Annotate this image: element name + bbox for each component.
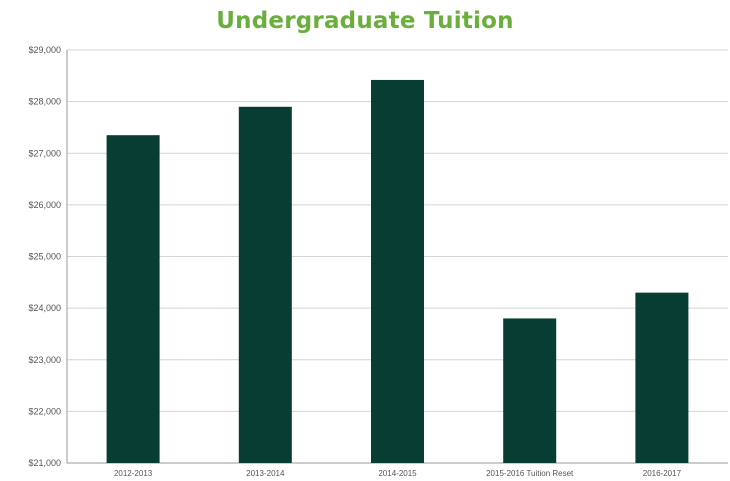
- bar: [238, 106, 292, 463]
- y-axis: $21,000 $22,000 $23,000 $24,000 $25,000 $26,0…: [28, 45, 68, 468]
- bar: [635, 292, 689, 463]
- y-tick-label: $27,000: [28, 148, 61, 158]
- y-tick-label: $24,000: [28, 303, 61, 313]
- x-tick-label: 2012-2013: [114, 469, 153, 478]
- y-tick-label: $28,000: [28, 97, 61, 107]
- x-tick-label: 2014-2015: [378, 469, 417, 478]
- bar: [371, 79, 424, 463]
- y-tick-label: $29,000: [28, 45, 61, 55]
- bar: [106, 135, 160, 463]
- bar: [503, 318, 557, 463]
- y-tick-label: $22,000: [28, 406, 61, 416]
- bars: [106, 79, 689, 463]
- y-tick-label: $21,000: [28, 458, 61, 468]
- x-tick-label: 2016-2017: [643, 469, 682, 478]
- y-tick-label: $25,000: [28, 252, 61, 262]
- chart-title: Undergraduate Tuition: [216, 8, 514, 34]
- y-tick-label: $26,000: [28, 200, 61, 210]
- x-tick-label: 2015-2016 Tuition Reset: [486, 469, 574, 478]
- x-tick-label: 2013-2014: [246, 469, 285, 478]
- x-axis: 2012-2013 2013-2014 2014-2015 2015-2016 Tui…: [114, 469, 682, 478]
- y-tick-label: $23,000: [28, 355, 61, 365]
